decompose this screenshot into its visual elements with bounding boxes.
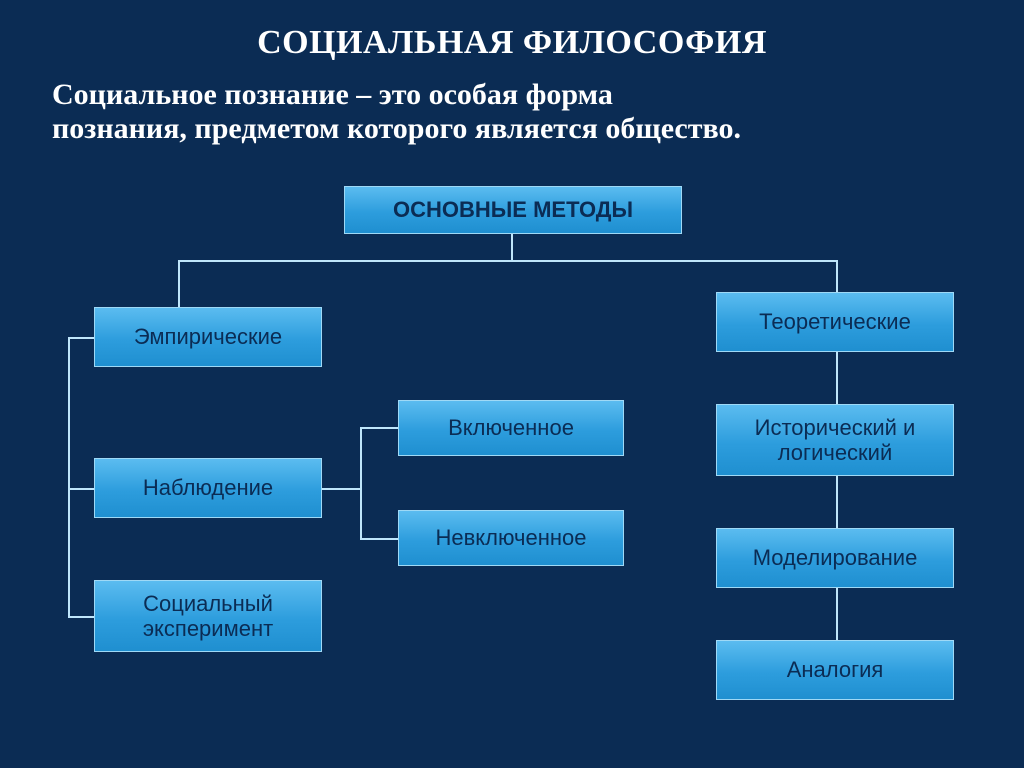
node-hist_log-label: Исторический и логический [723,415,947,466]
node-root: ОСНОВНЫЕ МЕТОДЫ [344,186,682,234]
connector-6 [68,488,94,490]
connector-5 [68,337,70,616]
node-included: Включенное [398,400,624,456]
connector-11 [360,538,398,540]
node-analogy-label: Аналогия [787,657,884,682]
node-nonincluded: Невключенное [398,510,624,566]
connector-14 [836,588,838,640]
node-soc_exp: Социальный эксперимент [94,580,322,652]
node-empirical-label: Эмпирические [134,324,282,349]
connector-2 [178,260,180,307]
node-observation: Наблюдение [94,458,322,518]
connector-4 [68,337,94,339]
subtitle: Социальное познание – это особая форма п… [52,78,992,146]
node-theoretical-label: Теоретические [759,309,911,334]
connector-0 [511,234,513,260]
connector-3 [836,260,838,292]
node-theoretical: Теоретические [716,292,954,352]
subtitle-line1: Социальное познание – это особая форма [52,78,613,111]
node-observation-label: Наблюдение [143,475,273,500]
subtitle-line2: познания, предметом которого является об… [52,112,741,145]
connector-9 [360,427,362,539]
node-soc_exp-label: Социальный эксперимент [101,591,315,642]
node-hist_log: Исторический и логический [716,404,954,476]
node-empirical: Эмпирические [94,307,322,367]
node-analogy: Аналогия [716,640,954,700]
node-included-label: Включенное [448,415,574,440]
node-nonincluded-label: Невключенное [435,525,586,550]
node-modeling-label: Моделирование [753,545,918,570]
connector-13 [836,476,838,528]
connector-7 [68,616,94,618]
page-title: СОЦИАЛЬНАЯ ФИЛОСОФИЯ [0,24,1024,62]
node-modeling: Моделирование [716,528,954,588]
connector-12 [836,352,838,404]
connector-10 [360,427,398,429]
connector-1 [178,260,838,262]
connector-8 [322,488,360,490]
node-root-label: ОСНОВНЫЕ МЕТОДЫ [393,197,633,222]
